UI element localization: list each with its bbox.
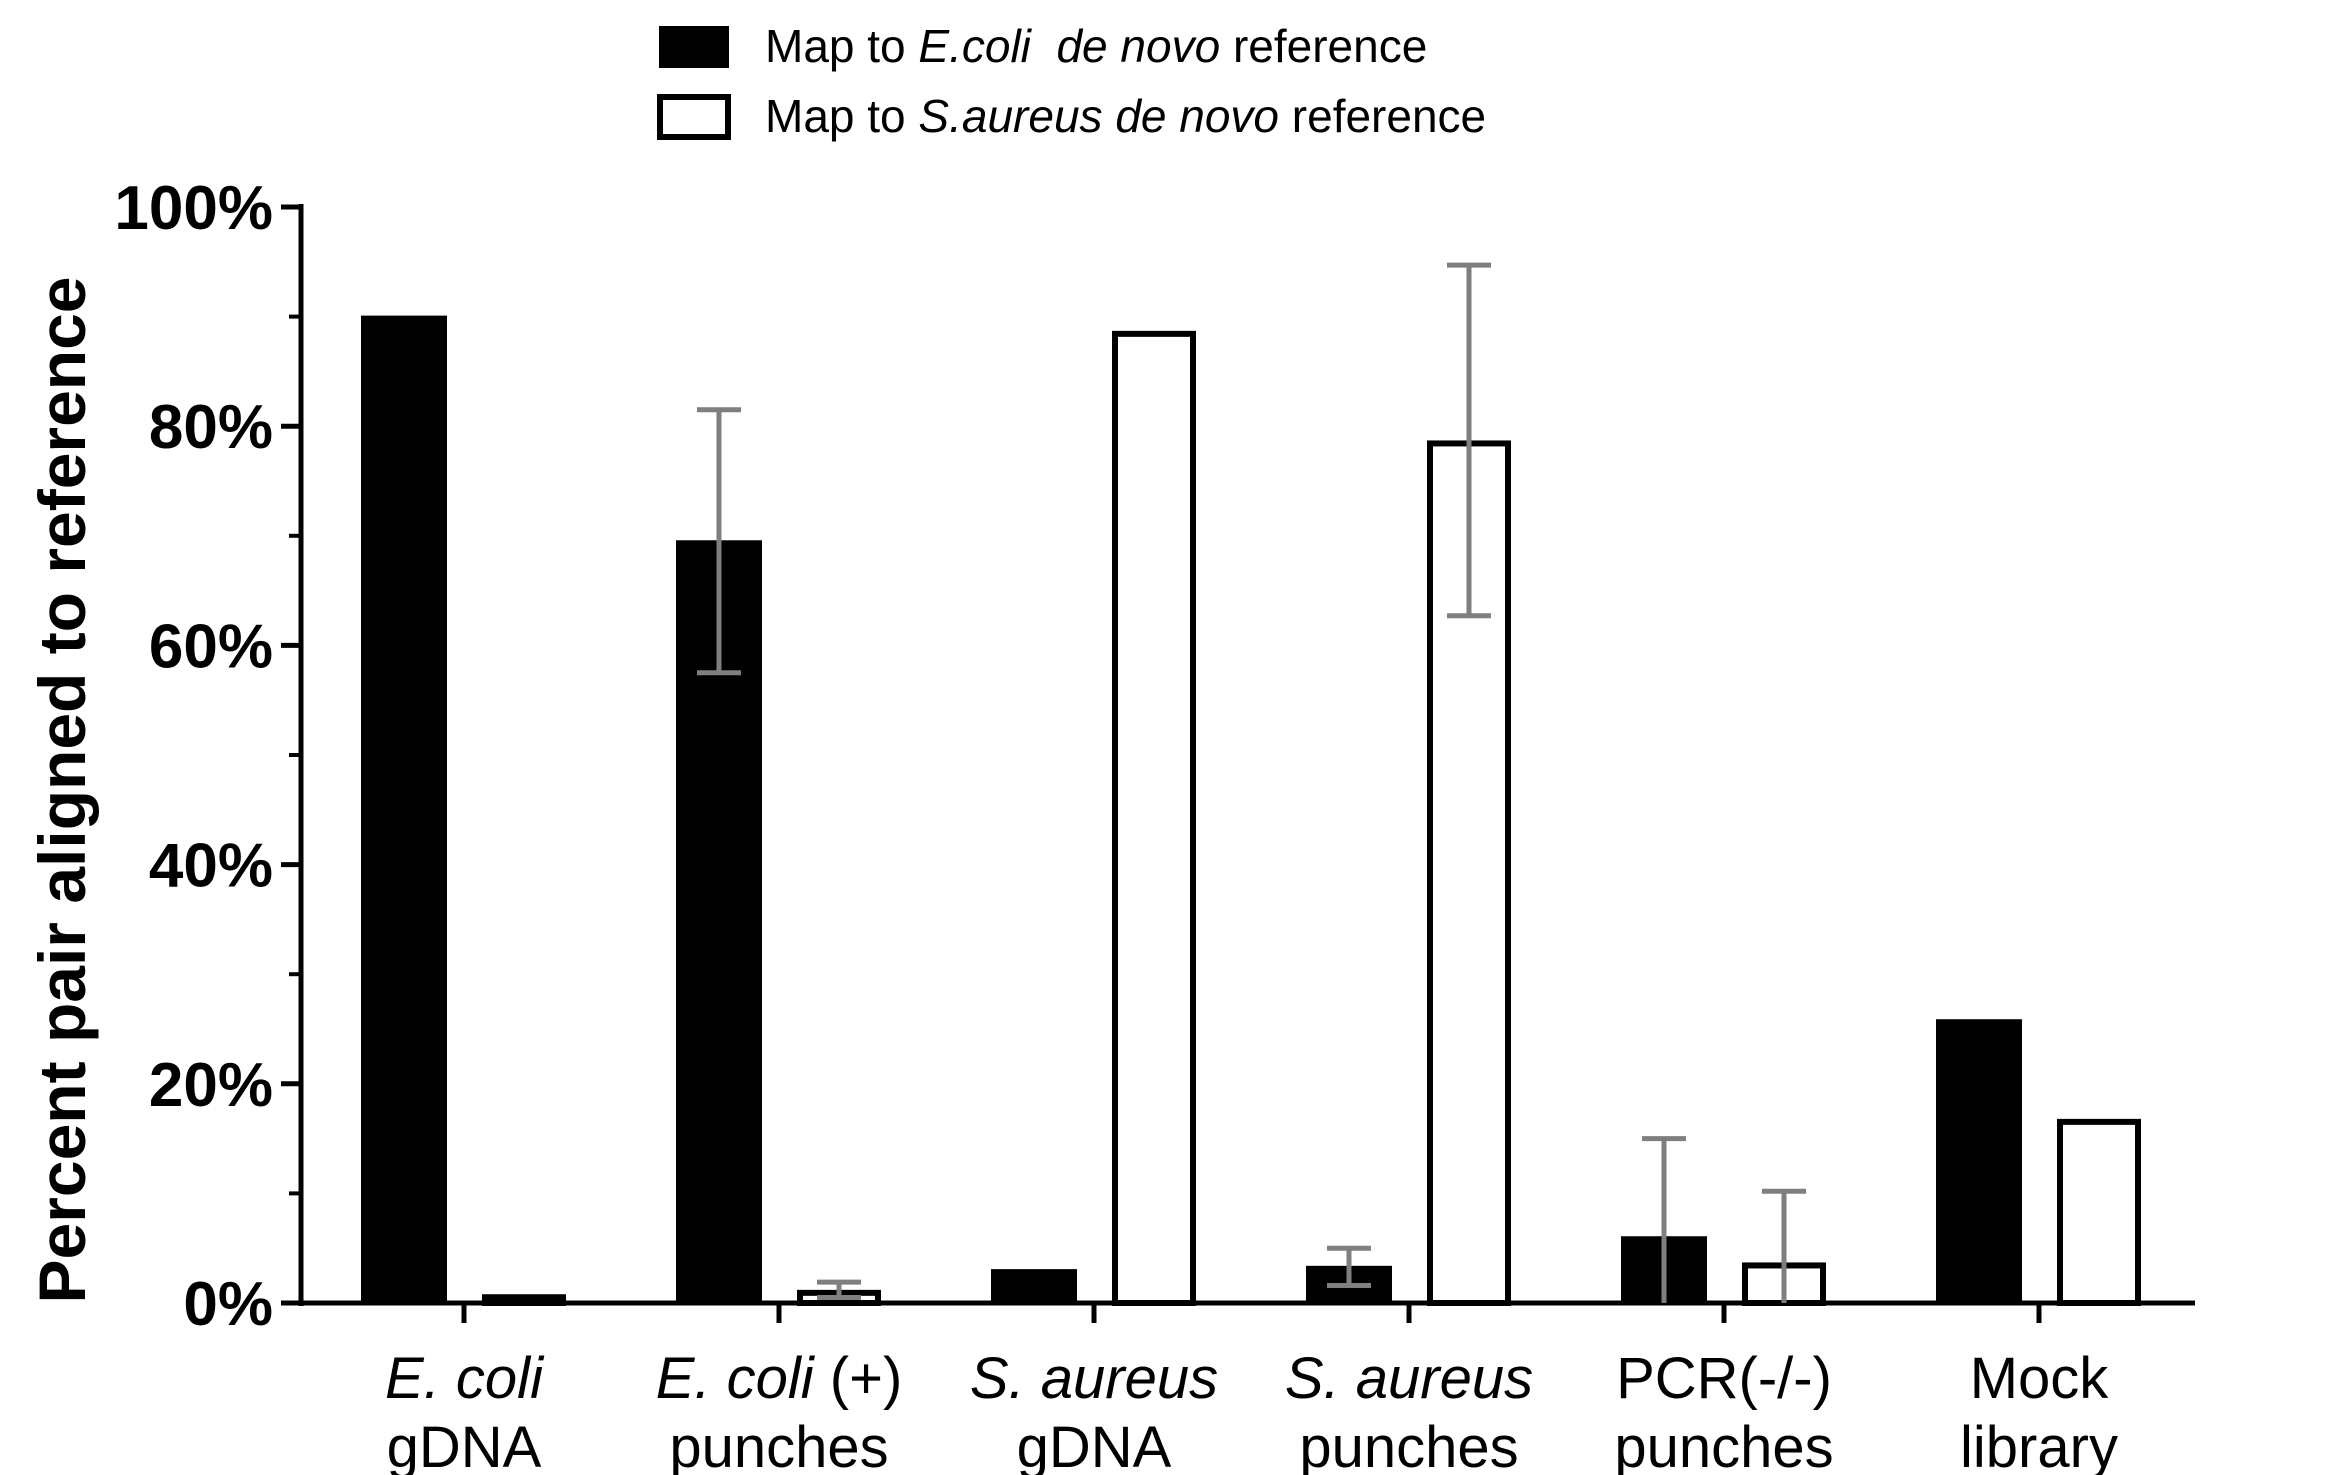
y-tick-label: 60%: [149, 612, 273, 681]
y-tick-label: 0%: [183, 1270, 273, 1339]
category-label-line1: S. aureus: [970, 1346, 1218, 1411]
legend-label: Map to E.coli de novo reference: [765, 20, 1427, 72]
y-tick-label: 100%: [114, 174, 273, 243]
bar-series2-6: [2057, 1118, 2141, 1306]
y-tick-label: 80%: [149, 393, 273, 462]
y-axis-label: Percent pair aligned to reference: [25, 276, 99, 1303]
bar-series2-1: [482, 1294, 566, 1307]
bars: [361, 315, 2141, 1307]
category-label-line2: punches: [669, 1415, 888, 1475]
legend-item-2: Map to S.aureus de novo reference: [657, 90, 1486, 142]
error-bars: [697, 262, 1806, 1303]
bar-series2-3: [1112, 330, 1196, 1306]
category-label-line2: punches: [1299, 1415, 1518, 1475]
category-label-line2: punches: [1614, 1415, 1833, 1475]
category-label-line1: PCR(-/-): [1616, 1346, 1832, 1411]
category-label-line2: gDNA: [387, 1415, 542, 1475]
category-label-line2: gDNA: [1017, 1415, 1172, 1475]
y-tick-label: 20%: [149, 1051, 273, 1120]
error-bar-series2-5: [1762, 1188, 1806, 1303]
category-label-line2: library: [1960, 1415, 2118, 1475]
error-bar-series1-4: [1327, 1245, 1371, 1288]
legend-label: Map to S.aureus de novo reference: [765, 90, 1486, 142]
category-label-line1: Mock: [1970, 1346, 2110, 1411]
category-label-line1: E. coli: [385, 1346, 545, 1411]
bar-series1-3: [991, 1269, 1077, 1304]
category-label-line1: S. aureus: [1285, 1346, 1533, 1411]
error-bar-series2-4: [1447, 262, 1491, 619]
bar-series1-6: [1936, 1019, 2022, 1304]
legend: Map to E.coli de novo reference Map to S.…: [657, 20, 1486, 142]
bar-series1-1: [361, 315, 447, 1305]
x-axis: [298, 1300, 2195, 1323]
y-tick-label: 40%: [149, 832, 273, 901]
y-axis: 0% 20% 40% 60% 80% 100%: [114, 174, 304, 1339]
error-bar-series1-5: [1642, 1136, 1686, 1303]
legend-swatch: [659, 26, 729, 68]
error-bar-series2-2: [817, 1279, 861, 1301]
legend-swatch: [657, 94, 731, 140]
error-bar-series1-2: [697, 407, 741, 676]
category-label-line1: E. coli (+): [656, 1346, 903, 1411]
legend-item-1: Map to E.coli de novo reference: [659, 20, 1427, 72]
